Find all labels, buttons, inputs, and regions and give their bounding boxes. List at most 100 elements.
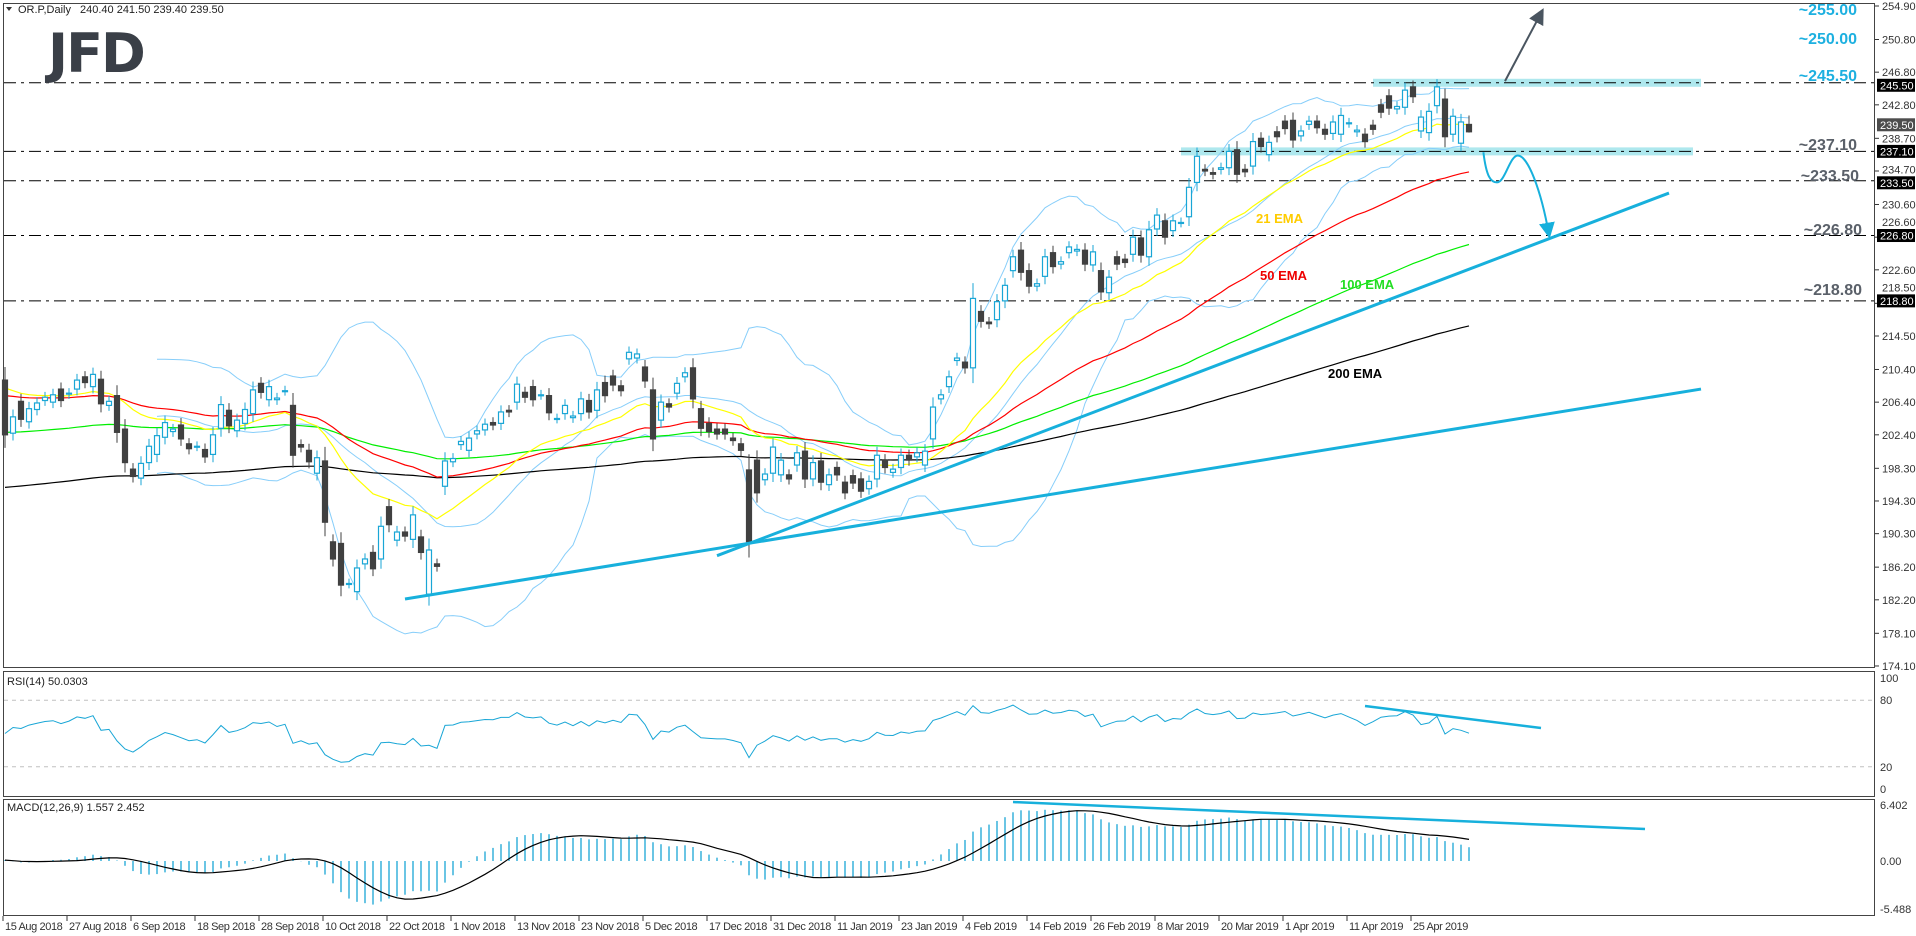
candle-up bbox=[25, 408, 33, 423]
candle-up bbox=[441, 460, 449, 487]
candle-down bbox=[337, 542, 345, 586]
candle-down bbox=[905, 454, 913, 461]
candle-down bbox=[289, 404, 297, 456]
candle-down bbox=[833, 466, 841, 476]
price-tick-label: 246.80 bbox=[1882, 67, 1916, 79]
price-tick-label: 234.70 bbox=[1882, 164, 1916, 176]
candle-down bbox=[401, 531, 409, 537]
candle-down bbox=[721, 428, 729, 435]
price-tick-label: 226.60 bbox=[1882, 217, 1916, 229]
date-tick-label: 26 Feb 2019 bbox=[1093, 921, 1151, 933]
candle-up bbox=[929, 406, 937, 440]
price-label: 226.80 bbox=[1880, 231, 1914, 243]
candle-down bbox=[1281, 120, 1289, 130]
candle-up bbox=[1249, 140, 1257, 167]
date-tick-label: 4 Feb 2019 bbox=[965, 921, 1017, 933]
candle-down bbox=[985, 321, 993, 325]
candle-up bbox=[345, 582, 353, 586]
dropdown-arrow-icon[interactable] bbox=[6, 7, 12, 11]
candle-down bbox=[585, 399, 593, 413]
date-tick-label: 28 Sep 2018 bbox=[261, 921, 319, 933]
candle-up bbox=[1449, 115, 1457, 135]
candle-down bbox=[433, 563, 441, 567]
candle-down bbox=[1465, 123, 1473, 133]
ema50-label: 50 EMA bbox=[1260, 268, 1308, 283]
candle-up bbox=[265, 386, 273, 401]
candle-down bbox=[689, 367, 697, 400]
candle-down bbox=[729, 437, 737, 442]
candle-down bbox=[129, 468, 137, 478]
bollinger-bands bbox=[156, 87, 1470, 635]
trendlines bbox=[404, 8, 1702, 601]
date-tick-label: 22 Oct 2018 bbox=[389, 921, 445, 933]
bollinger-middle bbox=[156, 116, 1470, 528]
ema-lines bbox=[4, 123, 1470, 520]
candle-down bbox=[1209, 172, 1217, 175]
level-label-245: ~245.50 bbox=[1799, 68, 1857, 85]
candle-up bbox=[1433, 86, 1441, 107]
candle-up bbox=[1177, 221, 1185, 225]
candle-down bbox=[1369, 124, 1377, 130]
price-tick-label: 214.50 bbox=[1882, 331, 1916, 343]
candle-down bbox=[201, 448, 209, 458]
candle-up bbox=[1009, 256, 1017, 272]
candle-down bbox=[1201, 168, 1209, 172]
logo: JFD bbox=[44, 22, 144, 85]
date-tick-label: 14 Feb 2019 bbox=[1029, 921, 1087, 933]
rsi-tick-label: 80 bbox=[1880, 695, 1892, 707]
candle-up bbox=[273, 397, 281, 401]
candle-down bbox=[417, 536, 425, 554]
candle-up bbox=[825, 474, 833, 486]
price-label: 245.50 bbox=[1880, 80, 1914, 92]
date-tick-label: 13 Nov 2018 bbox=[517, 921, 575, 933]
candle-down bbox=[609, 375, 617, 386]
price-label-box bbox=[1877, 229, 1915, 243]
candle-up bbox=[873, 454, 881, 480]
bollinger-upper bbox=[156, 87, 1470, 446]
candle-up bbox=[497, 411, 505, 424]
candle-down bbox=[1361, 133, 1369, 143]
candle-up bbox=[633, 353, 641, 359]
price-label: 239.50 bbox=[1880, 120, 1914, 132]
candle-up bbox=[233, 419, 241, 432]
candle-down bbox=[857, 478, 865, 492]
candle-up bbox=[393, 531, 401, 541]
candle-up bbox=[41, 396, 49, 402]
candle-up bbox=[361, 558, 369, 565]
candle-down bbox=[1, 379, 9, 436]
macd-signal-line bbox=[4, 810, 1470, 900]
candle-up bbox=[561, 404, 569, 415]
date-tick-label: 6 Sep 2018 bbox=[133, 921, 186, 933]
candle-up bbox=[409, 514, 417, 540]
candle-up bbox=[513, 383, 521, 403]
price-tick-label: 218.50 bbox=[1882, 282, 1916, 294]
candle-down bbox=[321, 460, 329, 523]
candle-up bbox=[993, 301, 1001, 321]
candle-up bbox=[1041, 256, 1049, 277]
candle-up bbox=[449, 457, 457, 463]
date-tick-label: 1 Nov 2018 bbox=[453, 921, 506, 933]
candle-down bbox=[1313, 120, 1321, 129]
ema200-label: 200 EMA bbox=[1328, 366, 1383, 381]
rsi-line bbox=[4, 704, 1470, 763]
candle-up bbox=[769, 446, 777, 474]
macd-indicator bbox=[4, 800, 1646, 905]
date-tick-label: 11 Jan 2019 bbox=[837, 921, 893, 933]
macd-panel-frame bbox=[3, 799, 1875, 916]
candle-up bbox=[1057, 261, 1065, 265]
candle-up bbox=[1185, 186, 1193, 218]
rsi-tick-label: 20 bbox=[1880, 762, 1892, 774]
price-label: 218.80 bbox=[1880, 296, 1914, 308]
macd-tick-label: -5.488 bbox=[1880, 904, 1911, 916]
candle-up bbox=[625, 351, 633, 360]
symbol-label: OR.P,Daily bbox=[18, 4, 71, 16]
ohlc-values: 240.40 241.50 239.40 239.50 bbox=[80, 4, 224, 16]
price-label-box bbox=[1877, 144, 1915, 158]
macd-tick-label: 6.402 bbox=[1880, 800, 1908, 812]
candle-down bbox=[17, 400, 25, 420]
macd-trendline bbox=[1012, 800, 1646, 831]
candle-up bbox=[217, 403, 225, 429]
date-tick-label: 25 Apr 2019 bbox=[1413, 921, 1468, 933]
candle-down bbox=[881, 459, 889, 469]
